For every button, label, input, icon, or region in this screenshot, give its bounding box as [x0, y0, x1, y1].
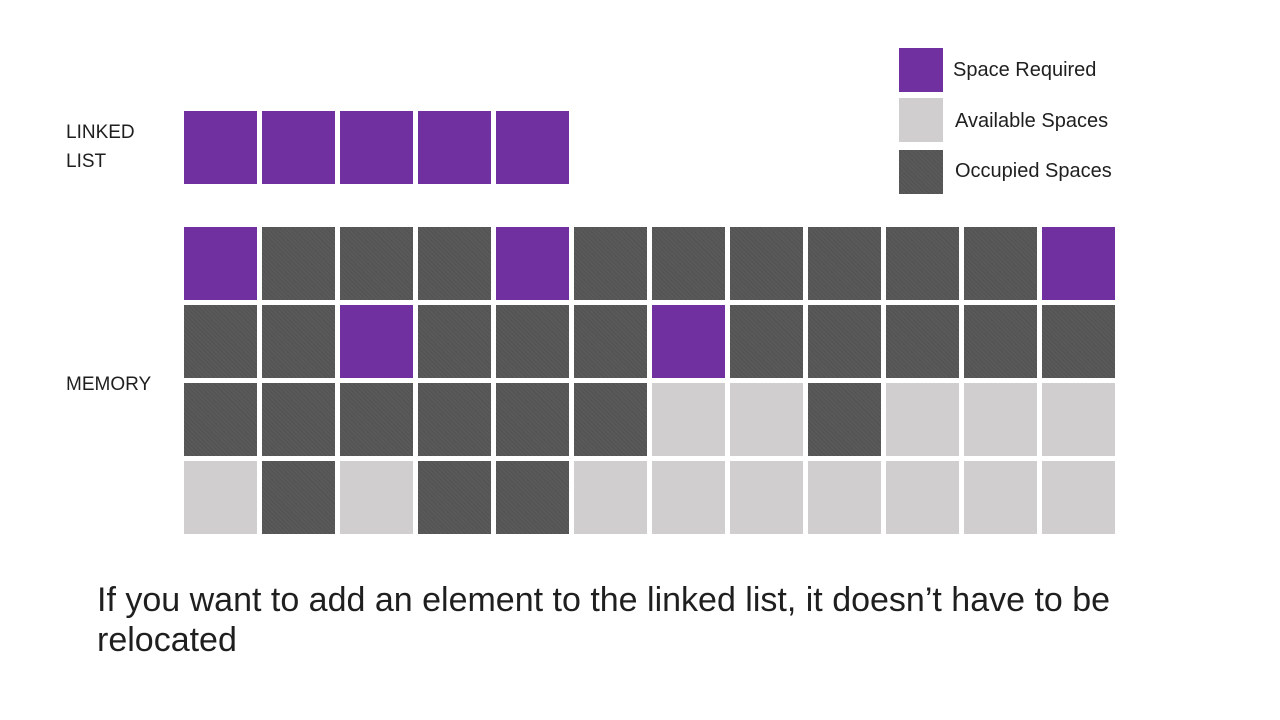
linked-list-node [418, 111, 491, 184]
memory-label: MEMORY [66, 374, 152, 395]
legend-swatch-required [899, 48, 943, 92]
memory-cell-occupied [340, 383, 413, 456]
linked-list-node [496, 111, 569, 184]
linked-list-node [340, 111, 413, 184]
memory-cell-available [652, 461, 725, 534]
memory-cell-occupied [808, 305, 881, 378]
memory-cell-available [1042, 461, 1115, 534]
memory-cell-occupied [340, 227, 413, 300]
memory-cell-occupied [964, 227, 1037, 300]
memory-cell-occupied [262, 461, 335, 534]
memory-cell-occupied [1042, 305, 1115, 378]
memory-cell-occupied [496, 461, 569, 534]
memory-cell-occupied [730, 305, 803, 378]
memory-cell-available [808, 461, 881, 534]
memory-cell-required [652, 305, 725, 378]
linked-list-node [184, 111, 257, 184]
memory-cell-available [964, 461, 1037, 534]
memory-cell-occupied [808, 383, 881, 456]
memory-cell-available [730, 461, 803, 534]
memory-cell-occupied [574, 305, 647, 378]
memory-cell-occupied [886, 305, 959, 378]
memory-cell-available [886, 461, 959, 534]
memory-cell-required [184, 227, 257, 300]
memory-cell-occupied [574, 383, 647, 456]
memory-cell-occupied [496, 383, 569, 456]
memory-cell-occupied [184, 383, 257, 456]
memory-cell-occupied [808, 227, 881, 300]
legend-text-occupied: Occupied Spaces [955, 160, 1112, 182]
memory-cell-occupied [184, 305, 257, 378]
memory-cell-occupied [418, 305, 491, 378]
memory-cell-occupied [496, 305, 569, 378]
memory-cell-available [652, 383, 725, 456]
memory-cell-required [1042, 227, 1115, 300]
memory-cell-occupied [418, 227, 491, 300]
memory-cell-available [1042, 383, 1115, 456]
memory-cell-occupied [730, 227, 803, 300]
memory-cell-occupied [262, 383, 335, 456]
memory-cell-occupied [262, 227, 335, 300]
memory-cell-available [574, 461, 647, 534]
memory-cell-available [184, 461, 257, 534]
memory-cell-occupied [262, 305, 335, 378]
memory-cell-occupied [964, 305, 1037, 378]
memory-cell-available [340, 461, 413, 534]
memory-cell-available [886, 383, 959, 456]
memory-cell-available [964, 383, 1037, 456]
legend-text-available: Available Spaces [955, 110, 1109, 132]
legend-swatch-occupied [899, 150, 943, 194]
memory-cell-occupied [652, 227, 725, 300]
caption-text: If you want to add an element to the lin… [97, 581, 1111, 659]
memory-cell-occupied [418, 461, 491, 534]
memory-cell-occupied [574, 227, 647, 300]
legend-swatch-available [899, 98, 943, 142]
memory-cell-occupied [418, 383, 491, 456]
linked-list-node [262, 111, 335, 184]
memory-cell-required [496, 227, 569, 300]
memory-cell-occupied [886, 227, 959, 300]
legend-text-required: Space Required [953, 59, 1097, 81]
linked-list-label: LINKED LIST [66, 122, 135, 172]
memory-cell-available [730, 383, 803, 456]
memory-cell-required [340, 305, 413, 378]
